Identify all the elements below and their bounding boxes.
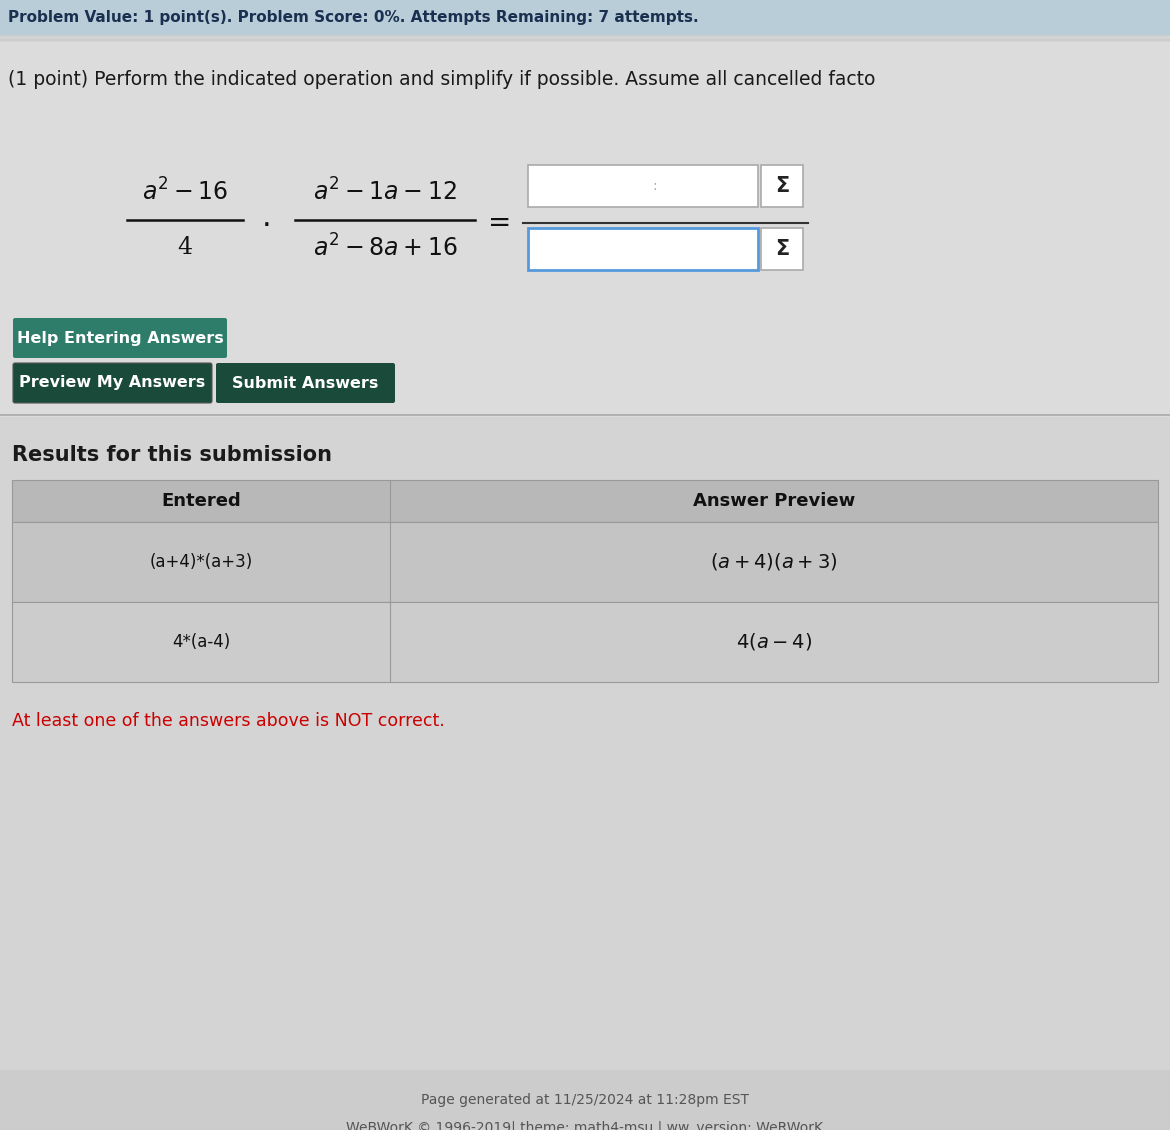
Text: $(a+4)(a+3)$: $(a+4)(a+3)$ bbox=[710, 551, 838, 573]
Text: $a^2-8a+16$: $a^2-8a+16$ bbox=[312, 234, 457, 262]
FancyBboxPatch shape bbox=[13, 363, 212, 403]
Bar bbox=[12, 522, 1158, 602]
Text: Entered: Entered bbox=[161, 492, 241, 510]
Text: $\cdot$: $\cdot$ bbox=[261, 209, 269, 240]
Text: At least one of the answers above is NOT correct.: At least one of the answers above is NOT… bbox=[12, 712, 445, 730]
FancyBboxPatch shape bbox=[528, 228, 758, 270]
FancyBboxPatch shape bbox=[528, 165, 758, 207]
Text: $a^2-1a-12$: $a^2-1a-12$ bbox=[314, 179, 457, 206]
Text: :: : bbox=[652, 179, 656, 193]
Text: (1 point) Perform the indicated operation and simplify if possible. Assume all c: (1 point) Perform the indicated operatio… bbox=[8, 70, 875, 89]
Text: Submit Answers: Submit Answers bbox=[233, 375, 379, 391]
Bar bbox=[12, 480, 1158, 522]
Text: Results for this submission: Results for this submission bbox=[12, 445, 332, 466]
Bar bbox=[0, 417, 1170, 870]
Text: 4: 4 bbox=[178, 236, 193, 260]
Text: WeBWorK © 1996-2019| theme: math4-msu | ww_version: WeRWorK: WeBWorK © 1996-2019| theme: math4-msu | … bbox=[346, 1121, 824, 1130]
Text: =: = bbox=[488, 210, 511, 237]
Text: Preview My Answers: Preview My Answers bbox=[20, 375, 206, 391]
FancyBboxPatch shape bbox=[216, 363, 395, 403]
Bar bbox=[0, 0, 1170, 35]
Text: 4*(a-4): 4*(a-4) bbox=[172, 633, 230, 651]
Text: Help Entering Answers: Help Entering Answers bbox=[16, 330, 223, 346]
Text: Problem Value: 1 point(s). Problem Score: 0%. Attempts Remaining: 7 attempts.: Problem Value: 1 point(s). Problem Score… bbox=[8, 10, 698, 25]
Text: Answer Preview: Answer Preview bbox=[693, 492, 855, 510]
Text: $4(a-4)$: $4(a-4)$ bbox=[736, 632, 812, 652]
Bar bbox=[12, 602, 1158, 683]
Text: Page generated at 11/25/2024 at 11:28pm EST: Page generated at 11/25/2024 at 11:28pm … bbox=[421, 1093, 749, 1107]
Bar bbox=[0, 1070, 1170, 1130]
FancyBboxPatch shape bbox=[760, 165, 803, 207]
FancyBboxPatch shape bbox=[760, 228, 803, 270]
Text: (a+4)*(a+3): (a+4)*(a+3) bbox=[150, 553, 253, 571]
Text: $a^2-16$: $a^2-16$ bbox=[142, 179, 228, 206]
FancyBboxPatch shape bbox=[13, 318, 227, 358]
Text: Σ: Σ bbox=[775, 240, 789, 259]
Text: Σ: Σ bbox=[775, 176, 789, 195]
Bar bbox=[0, 42, 1170, 480]
